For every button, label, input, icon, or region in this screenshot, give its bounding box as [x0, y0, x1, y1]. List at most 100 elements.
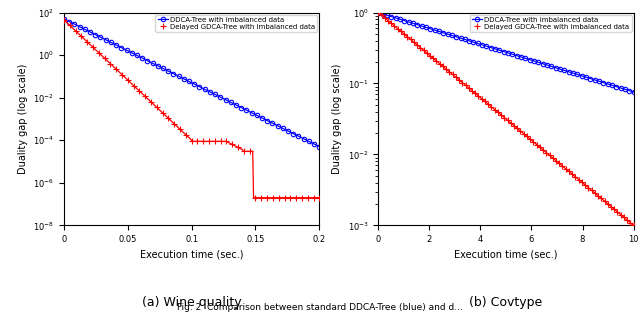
DDCA-Tree with imbalanced data: [227, 100, 235, 104]
Delayed GDCA-Tree with imbalanced data: [310, 196, 317, 200]
Delayed GDCA-Tree with imbalanced data: [529, 140, 537, 144]
Delayed GDCA-Tree with imbalanced data: [223, 140, 230, 143]
DDCA-Tree with imbalanced data: [118, 46, 125, 49]
Delayed GDCA-Tree with imbalanced data: [72, 29, 79, 33]
Delayed GDCA-Tree with imbalanced data: [540, 148, 547, 152]
DDCA-Tree with imbalanced data: [258, 116, 266, 120]
DDCA-Tree with imbalanced data: [76, 25, 83, 28]
DDCA-Tree with imbalanced data: [457, 36, 465, 40]
Delayed GDCA-Tree with imbalanced data: [176, 127, 184, 131]
Delayed GDCA-Tree with imbalanced data: [240, 149, 248, 153]
DDCA-Tree with imbalanced data: [534, 60, 542, 64]
Delayed GDCA-Tree with imbalanced data: [77, 34, 85, 38]
Delayed GDCA-Tree with imbalanced data: [549, 156, 557, 160]
DDCA-Tree with imbalanced data: [294, 134, 302, 138]
DDCA-Tree with imbalanced data: [264, 119, 271, 122]
Delayed GDCA-Tree with imbalanced data: [257, 196, 265, 200]
DDCA-Tree with imbalanced data: [316, 145, 323, 148]
DDCA-Tree with imbalanced data: [128, 51, 136, 55]
Line: Delayed GDCA-Tree with imbalanced data: Delayed GDCA-Tree with imbalanced data: [61, 17, 322, 200]
Line: Delayed GDCA-Tree with imbalanced data: Delayed GDCA-Tree with imbalanced data: [376, 10, 636, 228]
Delayed GDCA-Tree with imbalanced data: [205, 139, 213, 143]
Delayed GDCA-Tree with imbalanced data: [217, 139, 225, 143]
Delayed GDCA-Tree with imbalanced data: [194, 139, 202, 143]
DDCA-Tree with imbalanced data: [221, 98, 229, 102]
DDCA-Tree with imbalanced data: [180, 77, 188, 81]
Delayed GDCA-Tree with imbalanced data: [153, 105, 161, 109]
DDCA-Tree with imbalanced data: [170, 72, 177, 75]
Delayed GDCA-Tree with imbalanced data: [316, 196, 323, 200]
DDCA-Tree with imbalanced data: [253, 113, 260, 117]
Delayed GDCA-Tree with imbalanced data: [89, 45, 97, 49]
Delayed GDCA-Tree with imbalanced data: [488, 105, 495, 109]
Delayed GDCA-Tree with imbalanced data: [211, 139, 219, 143]
Delayed GDCA-Tree with imbalanced data: [83, 40, 91, 44]
Y-axis label: Duality gap (log scale): Duality gap (log scale): [18, 64, 28, 174]
DDCA-Tree with imbalanced data: [374, 11, 382, 14]
DDCA-Tree with imbalanced data: [185, 80, 193, 83]
DDCA-Tree with imbalanced data: [448, 33, 456, 37]
DDCA-Tree with imbalanced data: [65, 20, 73, 23]
Line: DDCA-Tree with imbalanced data: DDCA-Tree with imbalanced data: [62, 17, 321, 149]
Delayed GDCA-Tree with imbalanced data: [60, 18, 68, 22]
Delayed GDCA-Tree with imbalanced data: [304, 196, 312, 200]
Delayed GDCA-Tree with imbalanced data: [374, 11, 382, 14]
DDCA-Tree with imbalanced data: [154, 64, 162, 68]
DDCA-Tree with imbalanced data: [243, 108, 250, 112]
Text: (a) Wine quality: (a) Wine quality: [142, 296, 241, 309]
DDCA-Tree with imbalanced data: [289, 132, 297, 136]
Legend: DDCA-Tree with imbalanced data, Delayed GDCA-Tree with imbalanced data: DDCA-Tree with imbalanced data, Delayed …: [156, 15, 317, 32]
DDCA-Tree with imbalanced data: [81, 28, 89, 31]
Delayed GDCA-Tree with imbalanced data: [141, 95, 149, 98]
Delayed GDCA-Tree with imbalanced data: [66, 23, 74, 27]
Delayed GDCA-Tree with imbalanced data: [269, 196, 276, 200]
X-axis label: Execution time (sec.): Execution time (sec.): [454, 250, 557, 260]
DDCA-Tree with imbalanced data: [461, 38, 468, 41]
DDCA-Tree with imbalanced data: [211, 93, 219, 96]
Delayed GDCA-Tree with imbalanced data: [118, 73, 126, 76]
DDCA-Tree with imbalanced data: [630, 90, 637, 94]
DDCA-Tree with imbalanced data: [164, 69, 172, 73]
Delayed GDCA-Tree with imbalanced data: [164, 116, 172, 120]
Delayed GDCA-Tree with imbalanced data: [601, 199, 609, 203]
Delayed GDCA-Tree with imbalanced data: [630, 223, 637, 227]
DDCA-Tree with imbalanced data: [274, 124, 282, 128]
Delayed GDCA-Tree with imbalanced data: [188, 139, 195, 142]
DDCA-Tree with imbalanced data: [439, 31, 447, 35]
Delayed GDCA-Tree with imbalanced data: [275, 196, 282, 200]
DDCA-Tree with imbalanced data: [191, 82, 198, 86]
Delayed GDCA-Tree with imbalanced data: [136, 89, 143, 93]
Text: Fig. 2  Comparison between standard DDCA-Tree (blue) and d...: Fig. 2 Comparison between standard DDCA-…: [177, 303, 463, 312]
Delayed GDCA-Tree with imbalanced data: [147, 100, 155, 104]
Delayed GDCA-Tree with imbalanced data: [526, 137, 534, 141]
Delayed GDCA-Tree with imbalanced data: [228, 142, 236, 146]
DDCA-Tree with imbalanced data: [418, 24, 426, 28]
Delayed GDCA-Tree with imbalanced data: [182, 133, 189, 137]
DDCA-Tree with imbalanced data: [92, 33, 99, 36]
Delayed GDCA-Tree with imbalanced data: [252, 196, 259, 200]
DDCA-Tree with imbalanced data: [216, 95, 224, 99]
DDCA-Tree with imbalanced data: [86, 30, 94, 34]
DDCA-Tree with imbalanced data: [159, 67, 167, 70]
Delayed GDCA-Tree with imbalanced data: [281, 196, 289, 200]
DDCA-Tree with imbalanced data: [112, 43, 120, 47]
Delayed GDCA-Tree with imbalanced data: [246, 149, 253, 153]
Delayed GDCA-Tree with imbalanced data: [124, 78, 132, 82]
DDCA-Tree with imbalanced data: [196, 85, 204, 89]
DDCA-Tree with imbalanced data: [206, 90, 214, 94]
DDCA-Tree with imbalanced data: [133, 54, 141, 57]
DDCA-Tree with imbalanced data: [248, 111, 255, 115]
Delayed GDCA-Tree with imbalanced data: [100, 56, 108, 60]
Delayed GDCA-Tree with imbalanced data: [130, 84, 138, 87]
Delayed GDCA-Tree with imbalanced data: [95, 51, 102, 55]
Y-axis label: Duality gap (log scale): Duality gap (log scale): [332, 64, 342, 174]
DDCA-Tree with imbalanced data: [143, 59, 151, 63]
Line: DDCA-Tree with imbalanced data: DDCA-Tree with imbalanced data: [376, 10, 636, 94]
DDCA-Tree with imbalanced data: [97, 35, 104, 39]
DDCA-Tree with imbalanced data: [305, 140, 313, 143]
Delayed GDCA-Tree with imbalanced data: [159, 111, 166, 115]
DDCA-Tree with imbalanced data: [284, 129, 292, 133]
Delayed GDCA-Tree with imbalanced data: [113, 67, 120, 71]
Legend: DDCA-Tree with imbalanced data, Delayed GDCA-Tree with imbalanced data: DDCA-Tree with imbalanced data, Delayed …: [470, 15, 632, 32]
DDCA-Tree with imbalanced data: [60, 17, 68, 21]
